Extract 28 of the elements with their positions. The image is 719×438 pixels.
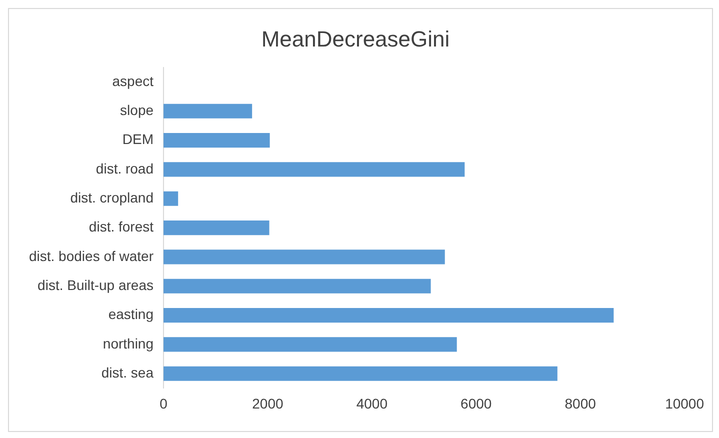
x-tick-label: 0 bbox=[160, 395, 168, 412]
bar bbox=[164, 366, 558, 381]
y-tick-label: easting bbox=[108, 306, 154, 322]
bar bbox=[164, 308, 614, 323]
y-tick-label: dist. Built-up areas bbox=[38, 276, 154, 293]
y-tick-label: dist. road bbox=[96, 160, 154, 176]
x-tick-label: 2000 bbox=[252, 395, 284, 412]
y-tick-label: aspect bbox=[112, 72, 154, 89]
bar bbox=[164, 337, 457, 352]
bar bbox=[164, 191, 178, 206]
bar bbox=[164, 104, 252, 118]
x-tick-label: 10000 bbox=[665, 395, 704, 412]
y-tick-label: dist. sea bbox=[101, 364, 154, 380]
y-tick-label: dist. bodies of water bbox=[28, 248, 154, 264]
bar bbox=[164, 133, 270, 148]
x-tick-label: 4000 bbox=[356, 395, 388, 412]
bar bbox=[164, 278, 431, 294]
chart-title: MeanDecreaseGini bbox=[261, 26, 450, 52]
y-tick-label: DEM bbox=[122, 131, 154, 148]
y-tick-label: slope bbox=[120, 102, 154, 118]
y-tick-label: northing bbox=[102, 335, 154, 352]
x-tick-label: 8000 bbox=[564, 395, 596, 412]
bar bbox=[164, 250, 445, 264]
y-tick-label: dist. forest bbox=[88, 218, 154, 235]
bar bbox=[164, 162, 465, 177]
x-tick-label: 6000 bbox=[460, 395, 492, 412]
bar bbox=[164, 220, 270, 236]
y-tick-label: dist. cropland bbox=[70, 189, 154, 206]
